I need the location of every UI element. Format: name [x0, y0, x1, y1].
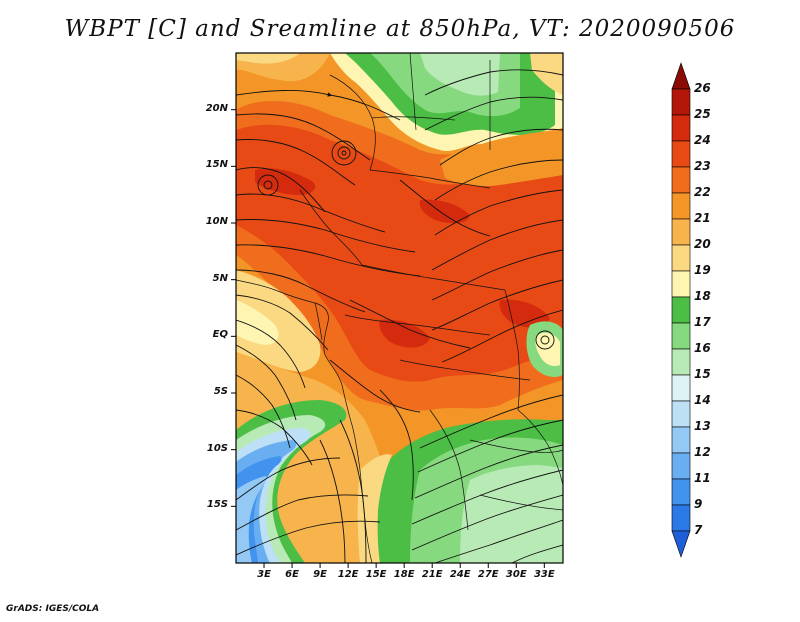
colorbar-level-label: 23 [694, 159, 711, 173]
colorbar-swatch [671, 348, 691, 376]
colorbar-level-label: 20 [694, 237, 711, 251]
lat-tick-label: 10S [206, 442, 228, 454]
colorbar-level-label: 16 [694, 341, 711, 355]
map-title: WBPT [C] and Sreamline at 850hPa, VT: 20… [64, 16, 736, 42]
lat-tick-label: 15N [205, 159, 228, 171]
lat-tick-label: 20N [205, 102, 228, 114]
lon-tick-label: 27E [477, 569, 499, 580]
colorbar-swatch [671, 88, 691, 116]
colorbar-swatch [671, 218, 691, 246]
lon-tick-label: 18E [393, 569, 415, 580]
colorbar-level-label: 19 [694, 263, 711, 277]
colorbar-level-label: 22 [694, 185, 711, 199]
colorbar-level-label: 14 [694, 393, 711, 407]
colorbar-swatch [671, 452, 691, 480]
colorbar-level-label: 12 [694, 445, 711, 459]
country-borders [236, 53, 563, 563]
wbpt-field [236, 53, 563, 563]
colorbar-swatch [671, 192, 691, 220]
lat-tick-label: 5N [212, 272, 228, 284]
axis-ticks [231, 109, 545, 568]
lon-tick-label: 30E [505, 569, 527, 580]
lon-tick-label: 3E [257, 569, 271, 580]
map-frame [235, 52, 564, 564]
colorbar-swatch [671, 478, 691, 506]
colorbar-level-label: 11 [694, 471, 711, 485]
grads-credit: GrADS: IGES/COLA [6, 604, 100, 614]
colorbar-level-label: 18 [694, 289, 711, 303]
lon-tick-label: 9E [313, 569, 327, 580]
colorbar-swatch [671, 166, 691, 194]
colorbar-swatch [671, 530, 691, 558]
lon-tick-label: 21E [421, 569, 443, 580]
colorbar [671, 62, 691, 558]
colorbar-swatch [671, 374, 691, 402]
lon-tick-label: 33E [533, 569, 555, 580]
lon-tick-label: 24E [449, 569, 471, 580]
colorbar-swatch [671, 400, 691, 428]
lon-tick-label: 12E [337, 569, 359, 580]
colorbar-level-label: 24 [694, 133, 711, 147]
lat-tick-label: 15S [206, 499, 228, 511]
colorbar-swatch [671, 322, 691, 350]
lat-tick-label: 5S [213, 386, 228, 397]
lat-tick-label: EQ [212, 329, 228, 341]
colorbar-level-label: 17 [694, 315, 711, 329]
colorbar-swatch [671, 140, 691, 168]
colorbar-swatch [671, 270, 691, 298]
colorbar-swatch [671, 244, 691, 272]
colorbar-swatch [671, 114, 691, 142]
colorbar-level-label: 25 [694, 107, 711, 121]
colorbar-level-label: 9 [694, 497, 703, 511]
colorbar-swatch [671, 504, 691, 532]
colorbar-level-label: 7 [694, 523, 703, 537]
lat-tick-label: 10N [205, 216, 228, 227]
colorbar-level-label: 26 [694, 81, 711, 95]
lon-tick-label: 15E [365, 569, 387, 580]
colorbar-level-label: 15 [694, 367, 711, 381]
colorbar-swatch [671, 296, 691, 324]
lon-tick-label: 6E [285, 569, 299, 580]
colorbar-level-label: 13 [694, 419, 711, 433]
colorbar-level-label: 21 [694, 211, 711, 225]
colorbar-swatch [671, 62, 691, 90]
colorbar-swatch [671, 426, 691, 454]
